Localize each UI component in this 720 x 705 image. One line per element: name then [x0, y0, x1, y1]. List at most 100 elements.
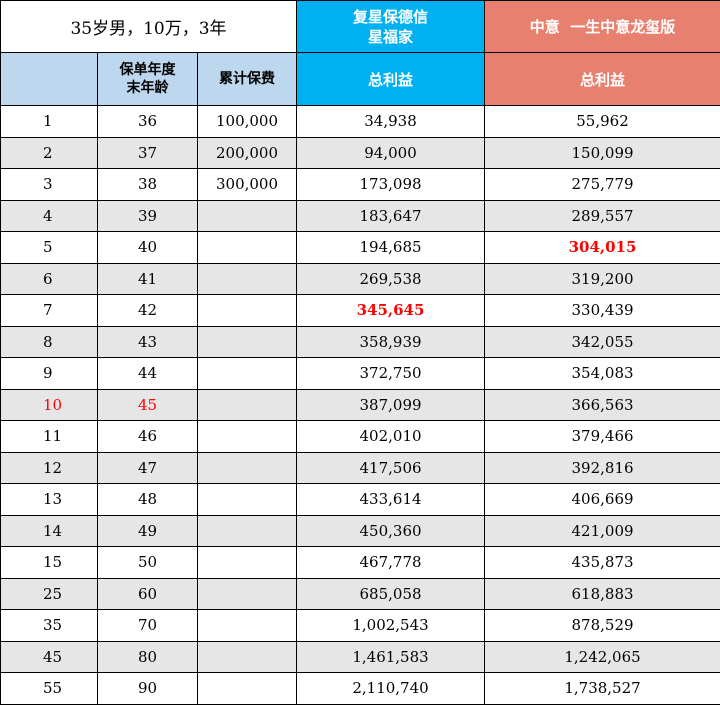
cell-age: 49	[98, 515, 198, 547]
cell-premium	[198, 547, 297, 579]
cell-policy-year: 3	[1, 169, 98, 201]
cell-premium: 300,000	[198, 169, 297, 201]
cell-benefit-a: 467,778	[297, 547, 485, 579]
cell-premium	[198, 578, 297, 610]
cell-benefit-a: 94,000	[297, 137, 485, 169]
cell-policy-year: 4	[1, 200, 98, 232]
product-a-name-line1: 复星保德信	[297, 7, 484, 27]
cell-benefit-b: 354,083	[485, 358, 720, 390]
cell-age: 41	[98, 263, 198, 295]
cell-age: 44	[98, 358, 198, 390]
cell-premium	[198, 515, 297, 547]
cell-benefit-a: 1,461,583	[297, 641, 485, 673]
product-a-name: 复星保德信 星福家	[297, 1, 485, 53]
cell-benefit-b: 304,015	[485, 232, 720, 264]
cell-age: 38	[98, 169, 198, 201]
header-age-line1: 保单年度	[98, 61, 197, 79]
cell-policy-year: 14	[1, 515, 98, 547]
cell-benefit-a: 269,538	[297, 263, 485, 295]
cell-age: 40	[98, 232, 198, 264]
cell-premium: 100,000	[198, 106, 297, 138]
cell-policy-year: 45	[1, 641, 98, 673]
cell-policy-year: 15	[1, 547, 98, 579]
cell-policy-year: 35	[1, 610, 98, 642]
cell-benefit-b: 379,466	[485, 421, 720, 453]
cell-policy-year: 55	[1, 673, 98, 705]
cell-benefit-b: 55,962	[485, 106, 720, 138]
header-premium: 累计保费	[198, 53, 297, 106]
cell-benefit-a: 387,099	[297, 389, 485, 421]
cell-benefit-a: 194,685	[297, 232, 485, 264]
cell-age: 90	[98, 673, 198, 705]
cell-benefit-b: 435,873	[485, 547, 720, 579]
cell-age: 46	[98, 421, 198, 453]
cell-age: 48	[98, 484, 198, 516]
cell-benefit-b: 366,563	[485, 389, 720, 421]
cell-benefit-a: 183,647	[297, 200, 485, 232]
cell-benefit-a: 372,750	[297, 358, 485, 390]
cell-policy-year: 2	[1, 137, 98, 169]
cell-benefit-b: 421,009	[485, 515, 720, 547]
cell-benefit-a: 450,360	[297, 515, 485, 547]
cell-benefit-a: 433,614	[297, 484, 485, 516]
cell-policy-year: 11	[1, 421, 98, 453]
cell-age: 60	[98, 578, 198, 610]
cell-age: 37	[98, 137, 198, 169]
cell-policy-year: 8	[1, 326, 98, 358]
cell-benefit-a: 173,098	[297, 169, 485, 201]
cell-policy-year: 9	[1, 358, 98, 390]
cell-age: 42	[98, 295, 198, 327]
cell-policy-year: 25	[1, 578, 98, 610]
cell-benefit-b: 1,738,527	[485, 673, 720, 705]
header-policy-year	[1, 53, 98, 106]
cell-age: 47	[98, 452, 198, 484]
cell-age: 39	[98, 200, 198, 232]
cell-premium	[198, 326, 297, 358]
cell-age: 50	[98, 547, 198, 579]
header-age-line2: 末年龄	[98, 79, 197, 97]
cell-age: 70	[98, 610, 198, 642]
cell-premium	[198, 358, 297, 390]
cell-premium	[198, 232, 297, 264]
cell-age: 45	[98, 389, 198, 421]
cell-benefit-b: 342,055	[485, 326, 720, 358]
cell-benefit-a: 358,939	[297, 326, 485, 358]
cell-premium	[198, 610, 297, 642]
cell-benefit-b: 618,883	[485, 578, 720, 610]
cell-policy-year: 10	[1, 389, 98, 421]
product-b-name: 中意 一生中意龙玺版	[485, 1, 720, 53]
cell-premium	[198, 673, 297, 705]
cell-policy-year: 6	[1, 263, 98, 295]
cell-premium	[198, 295, 297, 327]
header-benefit-b: 总利益	[485, 53, 720, 106]
header-age: 保单年度 末年龄	[98, 53, 198, 106]
cell-benefit-a: 402,010	[297, 421, 485, 453]
cell-policy-year: 5	[1, 232, 98, 264]
cell-benefit-b: 150,099	[485, 137, 720, 169]
cell-age: 36	[98, 106, 198, 138]
cell-benefit-b: 1,242,065	[485, 641, 720, 673]
cell-premium	[198, 641, 297, 673]
cell-premium	[198, 452, 297, 484]
cell-policy-year: 7	[1, 295, 98, 327]
cell-benefit-b: 289,557	[485, 200, 720, 232]
cell-benefit-a: 2,110,740	[297, 673, 485, 705]
cell-benefit-a: 34,938	[297, 106, 485, 138]
cell-policy-year: 13	[1, 484, 98, 516]
